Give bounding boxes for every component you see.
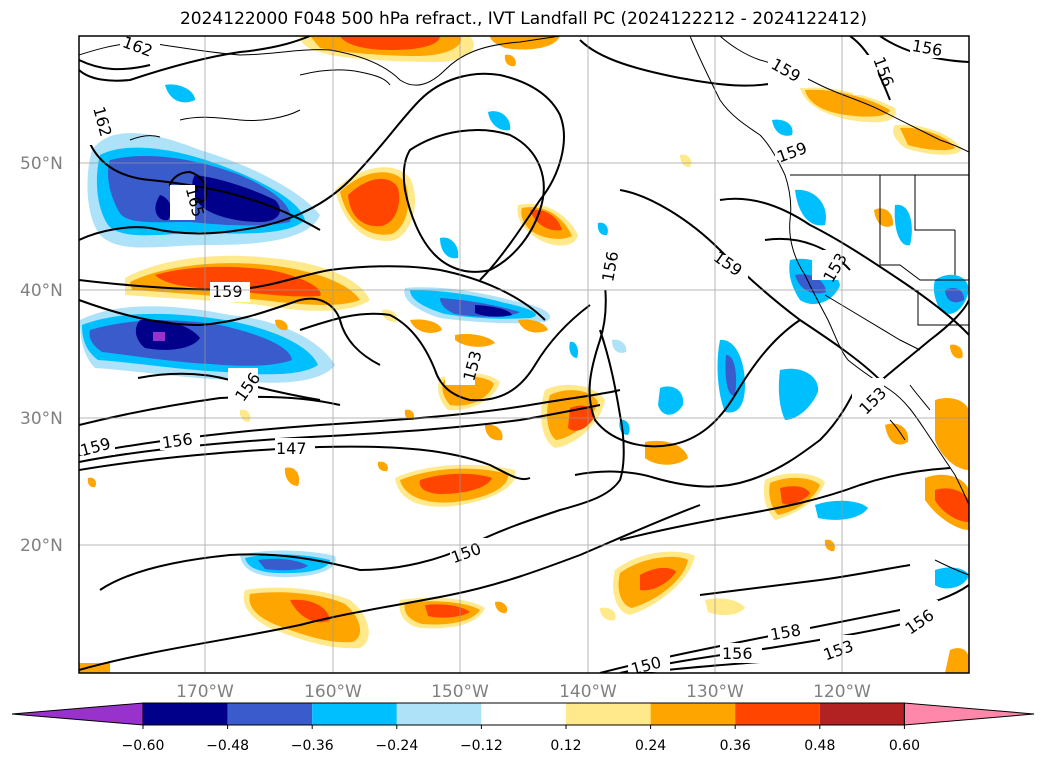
colorbar: −0.60 −0.48 −0.36 −0.24 −0.12 0.12 0.24 0.36 0.4… [11,702,1035,754]
colorbar-bin [735,703,820,725]
contour-label: 159 [212,282,243,301]
contour-label: 150 [629,653,663,679]
colorbar-frame [142,702,905,726]
colorbar-bin [819,703,905,725]
lon-label: 160°W [304,682,362,702]
contour-156-west [79,297,381,366]
colorbar-tick-label: 0.12 [550,738,581,754]
contour-162b [79,59,151,71]
colorbar-tick-label: 0.36 [720,738,751,754]
graticule [79,36,969,673]
colorbar-bin [396,703,482,725]
lon-label: 150°W [431,682,489,702]
colorbar-extend-max [903,702,1035,726]
plot-frame [78,35,970,674]
contour-156-ne [579,39,791,87]
lon-label: 130°W [686,682,744,702]
colorbar-bin [566,703,651,725]
colorbar-tick-label: 0.48 [804,738,835,754]
contour-153-east [764,238,851,271]
contour-lower-east [619,467,951,541]
contour-mid-trough [588,249,801,448]
map-title: 2024122000 F048 500 hPa refract., IVT La… [179,9,867,29]
contour-label: 156 [722,644,753,663]
anomaly-fills: 162 162 165 159 156 159 156 147 150 153 … [79,36,969,679]
lon-label: 120°W [813,682,871,702]
lon-label: 140°W [559,682,617,702]
latitude-labels: 50°N 40°N 30°N 20°N [20,154,63,556]
contour-153-low [79,395,341,426]
colorbar-tick-label: −0.60 [122,738,165,754]
colorbar-bin [481,703,566,725]
colorbar-tick-label: −0.48 [206,738,249,754]
contour-label: 156 [161,429,194,452]
lat-label: 40°N [20,281,63,301]
colorbar-tick-label: −0.24 [375,738,418,754]
contour-159-west [79,265,546,321]
contour-150-loop [402,129,545,273]
contour-162 [79,36,311,82]
contour-153-south [79,504,701,671]
colorbar-bin [312,703,397,725]
lat-label: 20°N [20,536,63,556]
lat-label: 30°N [20,409,63,429]
colorbar-tick-label: 0.24 [635,738,666,754]
colorbar-tick-label: −0.36 [291,738,334,754]
contour-mid-lower [574,379,861,488]
contour-low-east2 [699,564,911,596]
coastlines [79,36,969,576]
colorbar-bin [650,703,736,725]
contour-label-positions [79,38,950,672]
contour-156-east [719,197,969,336]
contour-153-mid [299,304,591,402]
colorbar-tick-label: 0.60 [889,738,920,754]
colorbar-bin [143,703,228,725]
colorbar-extend-min [11,702,144,726]
contour-156-north [79,72,565,281]
contour-159-ne [619,189,881,381]
lon-label: 170°W [176,682,234,702]
lat-label: 50°N [20,154,63,174]
contour-label: 147 [276,439,307,458]
colorbar-tick-label: −0.12 [460,738,503,754]
colorbar-bin [227,703,313,725]
longitude-labels: 170°W 160°W 150°W 140°W 130°W 120°W [176,682,871,702]
contour-147 [79,445,531,481]
